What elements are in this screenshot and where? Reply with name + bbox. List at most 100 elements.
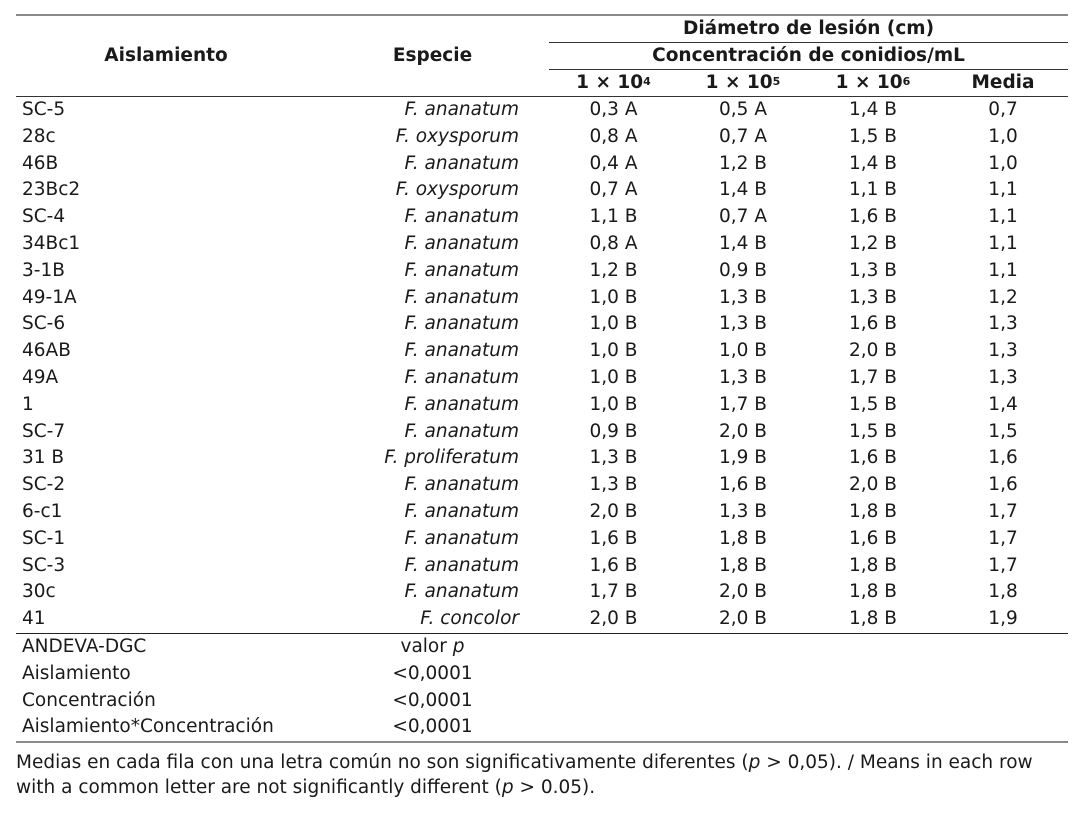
cell-conc-1e4: 1,3 B (589, 474, 638, 496)
table-row: 30c F. ananatum 1,7 B 2,0 B 1,8 B 1,8 (16, 579, 1068, 606)
cell-aislamiento: 23Bc2 (22, 179, 81, 201)
cell-media: 1,3 (988, 340, 1018, 362)
cell-aislamiento: SC-7 (22, 420, 66, 442)
cell-conc-1e4: 2,0 B (589, 500, 638, 522)
header-especie: Especie (316, 16, 549, 97)
cell-conc-1e5: 1,9 B (719, 447, 767, 469)
table-row: 3-1B F. ananatum 1,2 B 0,9 B 1,3 B 1,1 (16, 258, 1068, 285)
cell-conc-1e6: 1,3 B (849, 259, 897, 281)
cell-conc-1e6: 1,8 B (849, 554, 897, 576)
lesion-diameter-table: Aislamiento Especie Diámetro de lesión (… (16, 16, 1069, 741)
cell-media: 1,7 (988, 500, 1018, 522)
cell-aislamiento: SC-4 (22, 206, 66, 228)
cell-aislamiento: 34Bc1 (22, 232, 81, 254)
cell-especie: F. ananatum (404, 393, 519, 415)
cell-media: 1,1 (988, 259, 1018, 281)
cell-media: 1,7 (988, 554, 1018, 576)
cell-conc-1e6: 1,3 B (849, 286, 897, 308)
anova-value-header: valor p (400, 635, 465, 657)
cell-aislamiento: SC-2 (22, 474, 66, 496)
cell-aislamiento: 49-1A (22, 286, 77, 308)
table-row: SC-7 F. ananatum 0,9 B 2,0 B 1,5 B 1,5 (16, 419, 1068, 446)
cell-especie: F. concolor (316, 606, 549, 634)
anova-row: Concentración <0,0001 (16, 688, 1068, 715)
cell-especie: F. proliferatum (384, 447, 519, 469)
cell-conc-1e5: 1,4 B (719, 232, 767, 254)
cell-conc-1e6: 1,6 B (849, 447, 897, 469)
header-conc-1e4: 1 × 104 (549, 69, 678, 97)
cell-conc-1e5: 0,7 A (719, 206, 767, 228)
cell-conc-1e4: 1,0 B (589, 393, 638, 415)
cell-conc-1e4: 0,7 A (589, 179, 638, 201)
cell-media: 1,6 (988, 474, 1018, 496)
header-concentracion: Concentración de conidios/mL (549, 42, 1069, 70)
cell-conc-1e4: 1,0 B (589, 313, 638, 335)
table-row: SC-3 F. ananatum 1,6 B 1,8 B 1,8 B 1,7 (16, 553, 1068, 580)
cell-conc-1e4: 1,6 B (589, 554, 638, 576)
header-aislamiento: Aislamiento (16, 16, 316, 97)
cell-conc-1e4: 0,4 A (589, 152, 638, 174)
cell-conc-1e6: 1,6 B (849, 527, 897, 549)
cell-conc-1e6: 1,4 B (849, 152, 897, 174)
table-row: SC-5 F. ananatum 0,3 A 0,5 A 1,4 B 0,7 (16, 97, 1068, 124)
cell-aislamiento: 30c (22, 581, 56, 603)
table-row: 1 F. ananatum 1,0 B 1,7 B 1,5 B 1,4 (16, 392, 1068, 419)
cell-conc-1e5: 2,0 B (719, 420, 767, 442)
cell-conc-1e5: 1,8 B (719, 527, 767, 549)
anova-title: ANDEVA-DGC (22, 635, 147, 657)
table-row: SC-6 F. ananatum 1,0 B 1,3 B 1,6 B 1,3 (16, 311, 1068, 338)
cell-especie: F. ananatum (404, 554, 519, 576)
cell-conc-1e5: 1,3 B (719, 500, 767, 522)
cell-especie: F. ananatum (404, 313, 519, 335)
cell-media: 1,1 (988, 232, 1018, 254)
cell-media: 1,4 (988, 393, 1018, 415)
cell-conc-1e5: 2,0 B (719, 581, 767, 603)
anova-label: Concentración (22, 689, 156, 711)
cell-media: 1,3 (988, 366, 1018, 388)
cell-especie: F. ananatum (404, 420, 519, 442)
table-bottom-rule (16, 741, 1068, 744)
cell-aislamiento: 6-c1 (22, 500, 63, 522)
table-row: 28c F. oxysporum 0,8 A 0,7 A 1,5 B 1,0 (16, 124, 1068, 151)
cell-media: 0,7 (988, 99, 1018, 120)
cell-conc-1e6: 1,5 B (849, 125, 897, 147)
cell-especie: F. ananatum (404, 581, 519, 603)
anova-label: Aislamiento (22, 662, 131, 684)
cell-media: 1,0 (988, 125, 1018, 147)
cell-especie: F. ananatum (404, 99, 519, 120)
cell-conc-1e6: 1,6 B (849, 313, 897, 335)
cell-conc-1e5: 1,3 B (719, 366, 767, 388)
cell-conc-1e4: 1,0 B (589, 366, 638, 388)
cell-especie: F. oxysporum (395, 179, 519, 201)
table-header: Aislamiento Especie Diámetro de lesión (… (16, 16, 1069, 97)
cell-conc-1e6: 2,0 B (849, 474, 897, 496)
cell-conc-1e4: 0,8 A (589, 125, 638, 147)
cell-conc-1e4: 1,3 B (589, 447, 638, 469)
cell-especie: F. ananatum (404, 152, 519, 174)
cell-media: 1,0 (988, 152, 1018, 174)
cell-conc-1e5: 1,4 B (719, 179, 767, 201)
table-footnote: Medias en cada fila con una letra común … (16, 752, 1033, 798)
cell-conc-1e4: 2,0 B (549, 606, 678, 634)
cell-conc-1e5: 2,0 B (678, 606, 808, 634)
anova-row: Aislamiento*Concentración <0,0001 (16, 714, 1068, 741)
cell-aislamiento: 31 B (22, 447, 65, 469)
cell-conc-1e5: 1,3 B (719, 286, 767, 308)
cell-conc-1e4: 0,8 A (589, 232, 638, 254)
cell-aislamiento: SC-5 (22, 99, 66, 120)
cell-especie: F. ananatum (404, 527, 519, 549)
anova-value: <0,0001 (392, 716, 473, 738)
table-row: SC-2 F. ananatum 1,3 B 1,6 B 2,0 B 1,6 (16, 472, 1068, 499)
cell-conc-1e5: 1,3 B (719, 313, 767, 335)
cell-conc-1e6: 1,4 B (849, 99, 897, 120)
table-body: SC-5 F. ananatum 0,3 A 0,5 A 1,4 B 0,7 28c F. o… (16, 97, 1069, 634)
cell-especie: F. ananatum (404, 286, 519, 308)
cell-aislamiento: 49A (22, 366, 59, 388)
table-row: 46AB F. ananatum 1,0 B 1,0 B 2,0 B 1,3 (16, 338, 1068, 365)
cell-media: 1,9 (938, 606, 1069, 634)
cell-media: 1,3 (988, 313, 1018, 335)
cell-conc-1e5: 1,6 B (719, 474, 767, 496)
cell-especie: F. ananatum (404, 366, 519, 388)
results-table-container: Aislamiento Especie Diámetro de lesión (… (16, 14, 1069, 744)
header-conc-1e5: 1 × 105 (678, 69, 808, 97)
